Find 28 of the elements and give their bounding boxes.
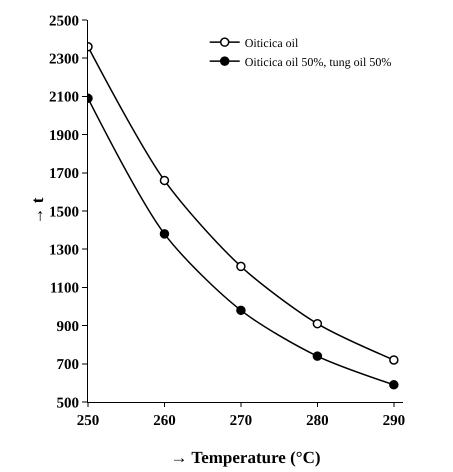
- x-tick-label: 260: [153, 413, 176, 429]
- point: [389, 355, 399, 365]
- y-tick-label: 1300: [49, 242, 79, 258]
- y-tick-label: 700: [56, 357, 79, 374]
- x-axis-title: → Temperature (°C): [170, 448, 321, 467]
- y-tick-label: 1100: [50, 280, 79, 297]
- x-tick-label: 270: [230, 413, 252, 429]
- y-tick-label: 500: [56, 395, 79, 412]
- point: [312, 351, 322, 361]
- point: [236, 262, 246, 272]
- legend-label: Oiticica oil 50%, tung oil 50%: [244, 54, 392, 69]
- y-tick-label: 1500: [49, 204, 79, 220]
- y-axis-title: → t: [28, 197, 47, 224]
- x-tick-label: 290: [382, 413, 406, 429]
- y-tick-label: 2500: [49, 13, 79, 30]
- y-tick-label: 1700: [49, 166, 79, 182]
- y-tick-label: 1900: [49, 128, 79, 144]
- y-tick-label: 900: [56, 318, 79, 335]
- x-tick-label: 280: [306, 413, 329, 429]
- point: [236, 306, 246, 316]
- point: [160, 176, 170, 186]
- legend-label: Oiticica oil: [244, 36, 300, 50]
- point: [312, 318, 322, 328]
- x-tick-label: 250: [76, 413, 100, 429]
- point: [160, 229, 170, 239]
- y-tick-label: 2300: [49, 51, 79, 68]
- y-tick-label: 2100: [49, 90, 79, 106]
- point: [389, 380, 399, 390]
